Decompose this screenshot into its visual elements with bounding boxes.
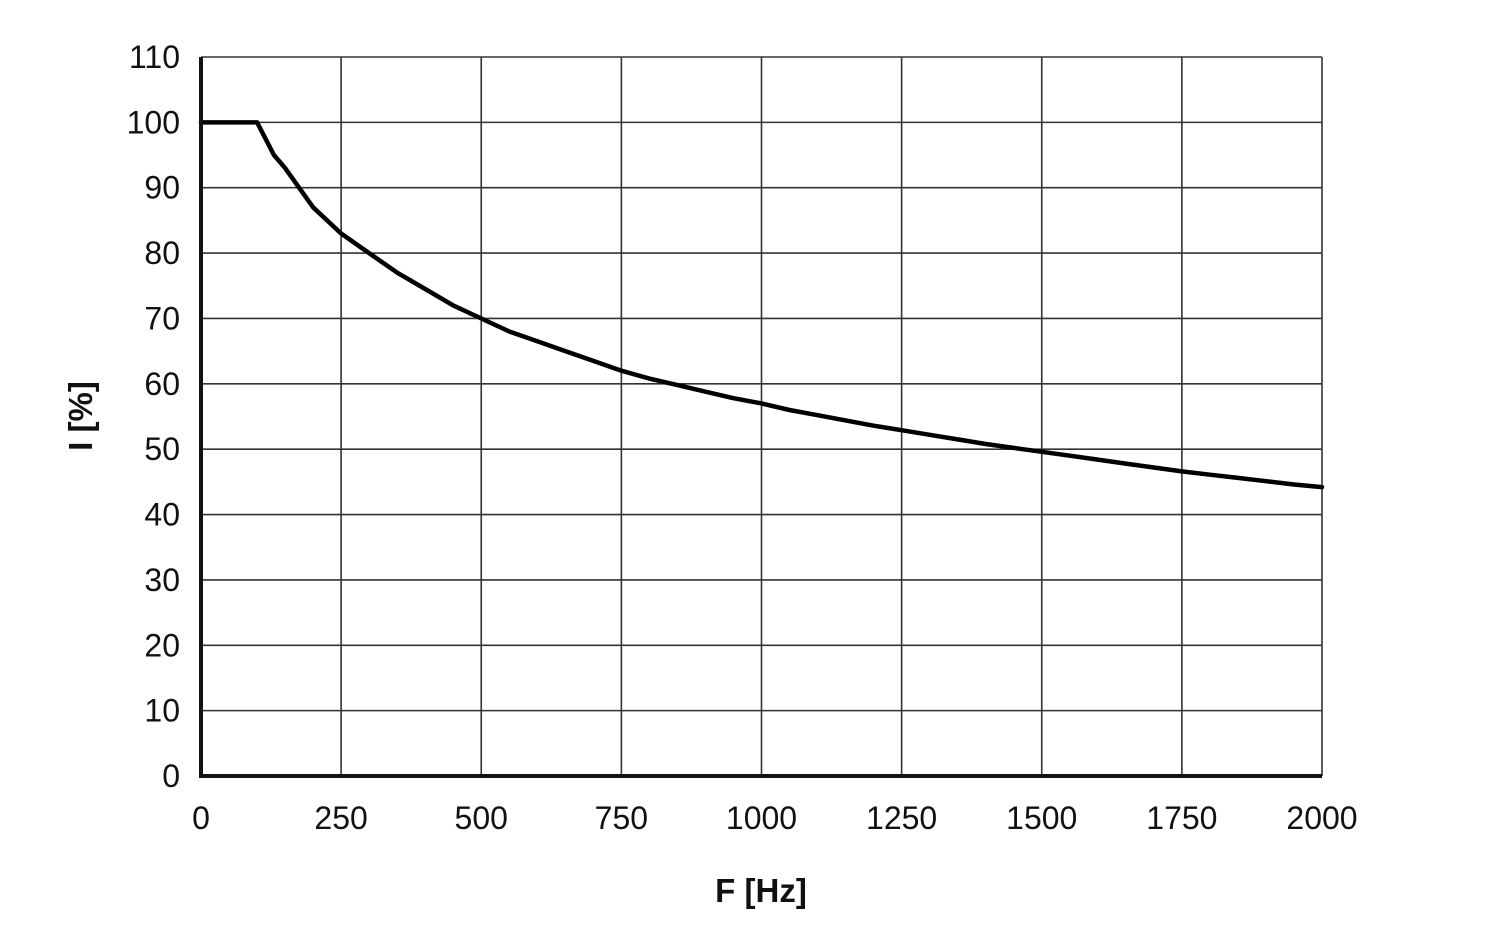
y-tick-label: 90 bbox=[144, 170, 180, 206]
x-tick-label: 750 bbox=[595, 800, 648, 836]
x-tick-label: 1750 bbox=[1146, 800, 1217, 836]
y-tick-label: 70 bbox=[144, 300, 180, 336]
x-tick-label: 1000 bbox=[726, 800, 797, 836]
y-tick-label: 80 bbox=[144, 235, 180, 271]
y-tick-label: 20 bbox=[144, 627, 180, 663]
x-axis-title: F [Hz] bbox=[715, 872, 807, 909]
axes bbox=[199, 57, 1322, 778]
y-tick-label: 100 bbox=[127, 104, 180, 140]
y-tick-label: 40 bbox=[144, 497, 180, 533]
y-tick-label: 60 bbox=[144, 366, 180, 402]
x-tick-label: 0 bbox=[192, 800, 210, 836]
x-tick-label: 250 bbox=[314, 800, 367, 836]
grid bbox=[201, 56, 1323, 776]
y-tick-labels: 0 10 20 30 40 50 60 70 80 90 100 110 bbox=[127, 39, 180, 794]
y-tick-label: 0 bbox=[162, 758, 180, 794]
series-layer bbox=[198, 120, 1325, 490]
y-tick-label: 10 bbox=[144, 693, 180, 729]
x-tick-labels: 0 250 500 750 1000 1250 1500 1750 2000 bbox=[192, 800, 1357, 836]
x-tick-label: 1250 bbox=[866, 800, 937, 836]
y-axis-title: I [%] bbox=[62, 381, 99, 451]
x-tick-label: 500 bbox=[455, 800, 508, 836]
series-line bbox=[198, 120, 1325, 490]
y-tick-label: 50 bbox=[144, 431, 180, 467]
x-tick-label: 1500 bbox=[1006, 800, 1077, 836]
x-tick-label: 2000 bbox=[1286, 800, 1357, 836]
y-tick-label: 30 bbox=[144, 562, 180, 598]
y-tick-label: 110 bbox=[129, 39, 180, 75]
